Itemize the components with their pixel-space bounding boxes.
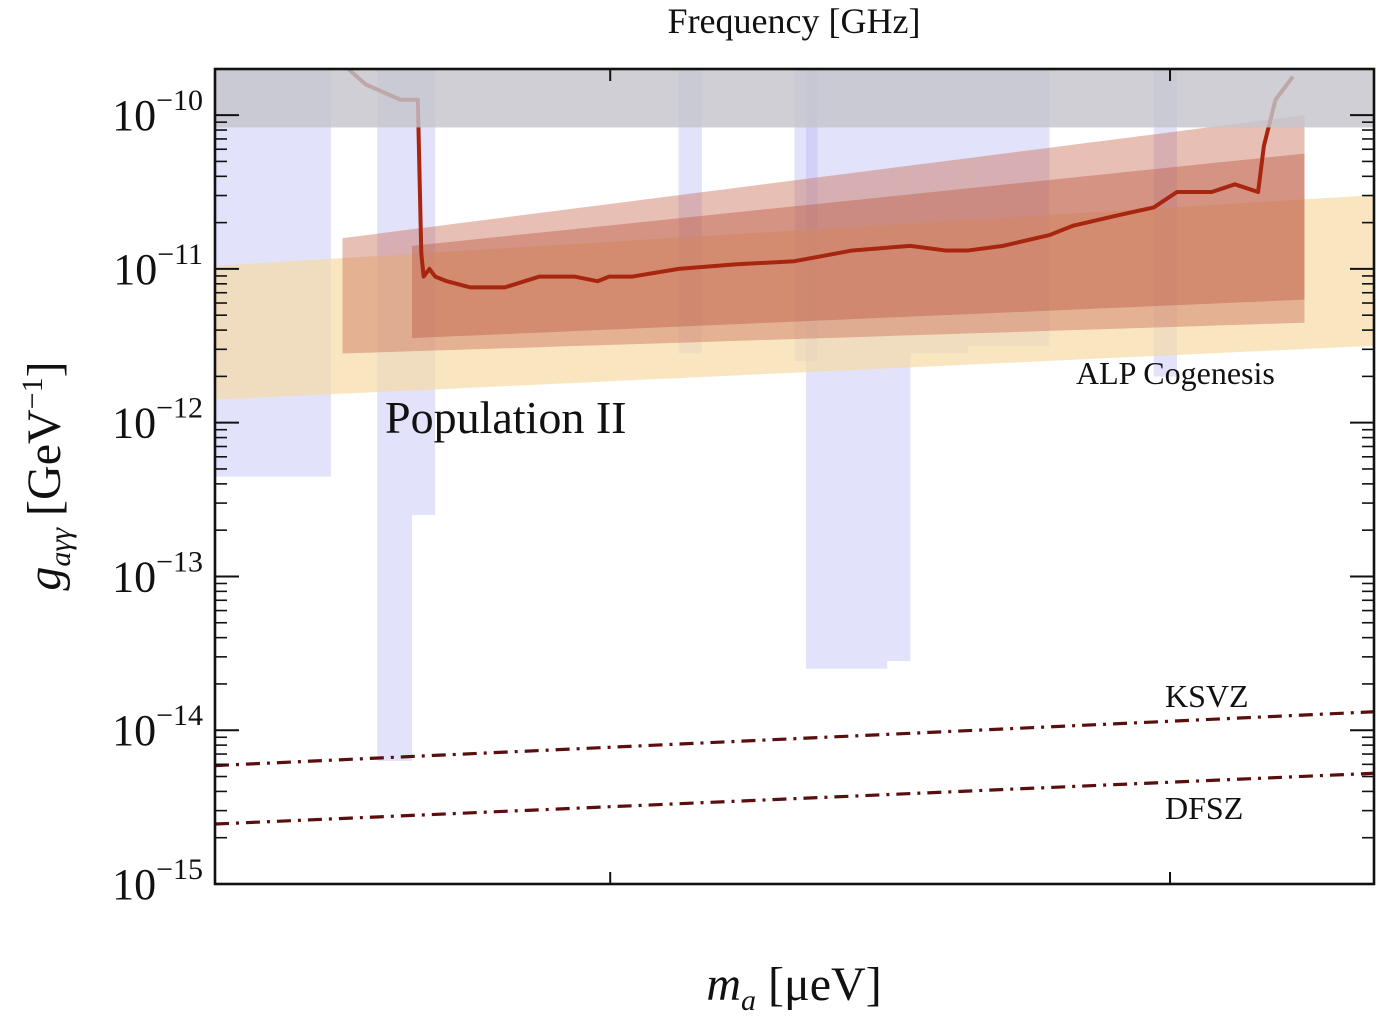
- y-axis-subscript: aγγ: [44, 527, 77, 567]
- y-tick-label: 10−10: [112, 84, 203, 140]
- y-tick-label: 10−15: [112, 853, 203, 909]
- ksvz-label: KSVZ: [1165, 678, 1249, 714]
- y-tick-exponent: −14: [156, 699, 203, 732]
- y-axis-symbol: g: [18, 567, 71, 591]
- y-tick-exponent: −11: [157, 238, 203, 271]
- haloscope-exclusion-2: [377, 69, 413, 761]
- y-tick-label: 10−14: [112, 699, 203, 755]
- y-tick-label: 10−12: [112, 392, 203, 448]
- ksvz-line: [215, 710, 1374, 768]
- alp-cogenesis-label: ALP Cogenesis: [1076, 355, 1275, 391]
- y-tick-exponent: −15: [156, 853, 203, 886]
- plot-frame: [213, 67, 1376, 886]
- y-tick-base: 10: [112, 706, 156, 755]
- y-tick-label: 10−11: [113, 238, 203, 294]
- plot-area: [215, 69, 1374, 826]
- dfsz-label: DFSZ: [1165, 790, 1243, 826]
- x-axis-symbol: m: [706, 958, 741, 1011]
- population-ii-label: Population II: [385, 392, 626, 443]
- y-tick-label: 10−13: [112, 545, 203, 601]
- y-tick-base: 10: [112, 552, 156, 601]
- population-ii-inner-band: [412, 153, 1305, 339]
- top-excluded-region: [215, 69, 1374, 128]
- x-axis-subscript: a: [741, 984, 756, 1017]
- y-tick-base: 10: [112, 860, 156, 909]
- alp-cogenesis-band: [215, 195, 1374, 400]
- y-tick-exponent: −13: [156, 545, 203, 578]
- x-axis-title: ma [μeV]: [706, 958, 881, 1017]
- y-axis-unit-close: ]: [18, 361, 71, 377]
- top-axis-title: Frequency [GHz]: [668, 1, 921, 41]
- population-ii-median-line: [346, 69, 1295, 290]
- axis-ticks: [215, 69, 1374, 885]
- y-tick-exponent: −12: [156, 392, 203, 425]
- x-axis-unit: [μeV]: [756, 958, 882, 1011]
- y-axis-title: gaγγ [GeV−1]: [16, 361, 77, 590]
- dfsz-line: [215, 771, 1374, 826]
- population-ii-outer-band: [342, 115, 1305, 354]
- y-tick-base: 10: [112, 91, 156, 140]
- y-tick-base: 10: [112, 399, 156, 448]
- y-axis-unit: [GeV: [18, 409, 71, 528]
- y-tick-exponent: −10: [156, 84, 203, 117]
- y-axis-unit-exponent: −1: [16, 377, 49, 409]
- y-tick-base: 10: [113, 245, 157, 294]
